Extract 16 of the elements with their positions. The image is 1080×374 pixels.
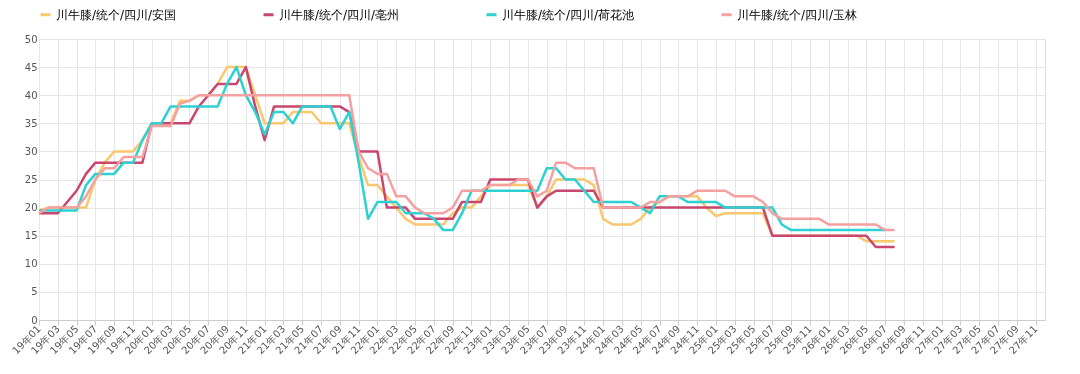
legend-label: 川牛膝/统个/四川/荷花池 — [502, 7, 635, 22]
y-tick-label: 35 — [24, 117, 38, 129]
y-tick-label: 20 — [24, 202, 38, 214]
y-tick-label: 0 — [31, 314, 38, 326]
y-tick-label: 10 — [24, 258, 38, 270]
y-tick-label: 45 — [24, 61, 38, 73]
y-tick-label: 40 — [24, 89, 38, 101]
y-tick-label: 30 — [24, 145, 38, 157]
y-tick-label: 15 — [24, 230, 38, 242]
y-tick-label: 50 — [24, 33, 38, 45]
legend-label: 川牛膝/统个/四川/玉林 — [737, 7, 858, 22]
legend-label: 川牛膝/统个/四川/亳州 — [279, 7, 400, 22]
legend-label: 川牛膝/统个/四川/安国 — [56, 7, 177, 22]
y-tick-label: 5 — [31, 286, 38, 298]
line-series — [37, 93, 896, 232]
y-tick-label: 25 — [24, 174, 38, 185]
